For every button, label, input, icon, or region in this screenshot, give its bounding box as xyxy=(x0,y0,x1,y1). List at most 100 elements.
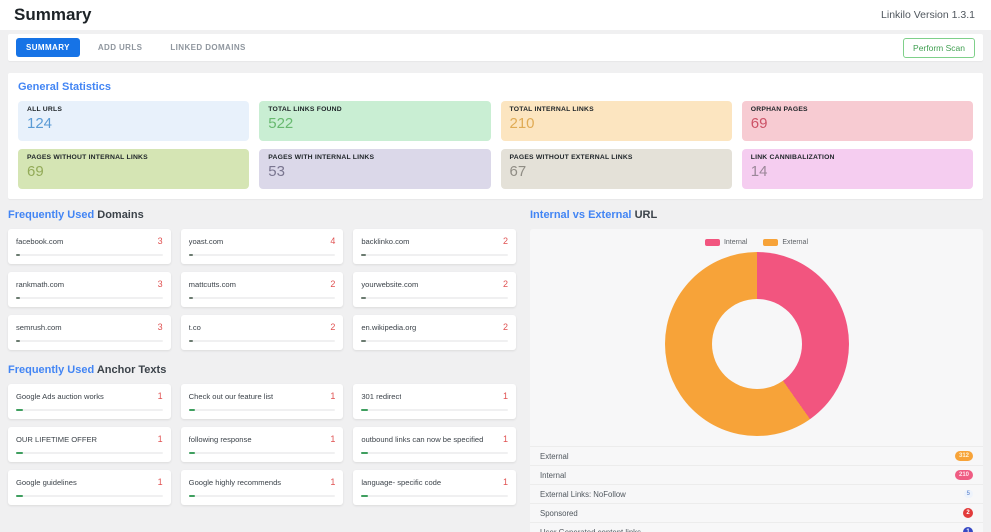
anchor-progress-bar xyxy=(16,409,163,411)
domain-label: semrush.com xyxy=(16,322,62,332)
version-label: Linkilo Version 1.3.1 xyxy=(881,9,975,21)
heading-accent: Frequently Used xyxy=(8,364,95,376)
domain-card[interactable]: backlinko.com 2 xyxy=(353,229,516,264)
anchor-progress-bar xyxy=(188,409,336,411)
stats-grid: ALL URLS 124 TOTAL LINKS FOUND 522 TOTAL… xyxy=(18,101,973,189)
stat-value: 124 xyxy=(27,115,53,132)
anchor-texts-grid: Google Ads auction works 1 Check out our … xyxy=(8,384,516,505)
count-badge: 2 xyxy=(963,508,973,518)
list-item[interactable]: User Generated content links 1 xyxy=(530,522,983,532)
domain-progress-bar xyxy=(361,340,508,342)
anchor-label: OUR LIFETIME OFFER xyxy=(16,434,98,444)
stat-value: 14 xyxy=(750,163,768,180)
anchor-count: 1 xyxy=(330,477,336,487)
domain-label: en.wikipedia.org xyxy=(361,322,417,332)
domain-progress-bar xyxy=(16,297,163,299)
stat-card-orphan-pages: ORPHAN PAGES 69 xyxy=(741,101,973,141)
domain-count: 2 xyxy=(330,279,336,289)
right-column: Internal vs External URL Internal Extern… xyxy=(530,209,983,532)
domain-progress-bar xyxy=(188,297,336,299)
anchor-label: Check out our feature list xyxy=(188,391,274,401)
stat-label: PAGES WITHOUT INTERNAL LINKS xyxy=(27,154,148,161)
stat-value: 69 xyxy=(27,163,44,180)
anchor-count: 1 xyxy=(330,391,336,401)
anchor-progress-bar xyxy=(188,452,336,454)
heading-accent: Internal vs External xyxy=(530,209,632,221)
top-header: Summary Linkilo Version 1.3.1 xyxy=(0,0,991,30)
domain-label: backlinko.com xyxy=(361,236,410,246)
heading-rest: URL xyxy=(634,209,658,221)
domain-count: 2 xyxy=(502,236,508,246)
row-label: Sponsored xyxy=(540,508,578,518)
domain-card[interactable]: mattcutts.com 2 xyxy=(180,272,344,307)
anchor-progress-bar xyxy=(188,495,336,497)
stat-value: 522 xyxy=(268,115,294,132)
domain-card[interactable]: yourwebsite.com 2 xyxy=(353,272,516,307)
domain-card[interactable]: yoast.com 4 xyxy=(180,229,344,264)
domain-count: 2 xyxy=(502,279,508,289)
domain-count: 2 xyxy=(330,322,336,332)
anchor-card[interactable]: Check out our feature list 1 xyxy=(180,384,344,419)
tab-linked-domains[interactable]: LINKED DOMAINS xyxy=(170,43,246,52)
count-badge: 210 xyxy=(954,470,973,480)
domain-label: t.co xyxy=(188,322,201,332)
anchor-card[interactable]: outbound links can now be specified 1 xyxy=(353,427,516,462)
anchor-progress-bar xyxy=(16,495,163,497)
list-item[interactable]: External 312 xyxy=(530,446,983,465)
anchor-card[interactable]: OUR LIFETIME OFFER 1 xyxy=(8,427,171,462)
stat-label: ALL URLS xyxy=(27,106,63,113)
anchor-label: language- specific code xyxy=(361,477,442,487)
anchor-card[interactable]: Google Ads auction works 1 xyxy=(8,384,171,419)
link-type-list: External 312 Internal 210 External Links… xyxy=(530,446,983,532)
anchor-count: 1 xyxy=(157,434,163,444)
general-statistics-heading: General Statistics xyxy=(18,81,111,93)
stat-label: LINK CANNIBALIZATION xyxy=(750,154,835,161)
heading-rest: Domains xyxy=(97,209,144,221)
anchor-card[interactable]: following response 1 xyxy=(180,427,344,462)
domain-count: 3 xyxy=(157,236,163,246)
list-item[interactable]: Internal 210 xyxy=(530,465,983,484)
list-item[interactable]: External Links: NoFollow 5 xyxy=(530,484,983,503)
count-badge: 1 xyxy=(963,527,973,532)
legend-label: External xyxy=(782,239,809,246)
row-label: User Generated content links xyxy=(540,527,641,532)
anchor-label: following response xyxy=(188,434,252,444)
domain-progress-bar xyxy=(188,340,336,342)
frequently-used-domains-heading: Frequently Used Domains xyxy=(8,209,516,221)
heading-accent: Frequently Used xyxy=(8,209,95,221)
domain-card[interactable]: t.co 2 xyxy=(180,315,344,350)
domain-label: rankmath.com xyxy=(16,279,65,289)
anchor-progress-bar xyxy=(16,452,163,454)
anchor-label: Google Ads auction works xyxy=(16,391,104,401)
domain-card[interactable]: facebook.com 3 xyxy=(8,229,171,264)
tab-add-urls[interactable]: ADD URLS xyxy=(97,43,143,52)
stat-label: PAGES WITH INTERNAL LINKS xyxy=(268,154,375,161)
heading-rest: Anchor Texts xyxy=(96,364,167,376)
anchor-card[interactable]: Google highly recommends 1 xyxy=(180,470,344,505)
legend-item-internal: Internal xyxy=(704,239,747,246)
domain-count: 2 xyxy=(502,322,508,332)
tab-summary[interactable]: SUMMARY xyxy=(16,38,80,57)
domain-card[interactable]: semrush.com 3 xyxy=(8,315,171,350)
row-label: External Links: NoFollow xyxy=(540,489,626,499)
internal-vs-external-chart-panel: Internal External External 312 Internal xyxy=(530,229,983,532)
stat-label: TOTAL LINKS FOUND xyxy=(268,106,342,113)
anchor-card[interactable]: 301 redirect 1 xyxy=(353,384,516,419)
anchor-card[interactable]: Google guidelines 1 xyxy=(8,470,171,505)
count-badge: 312 xyxy=(954,451,973,461)
stat-label: ORPHAN PAGES xyxy=(750,106,808,113)
perform-scan-button[interactable]: Perform Scan xyxy=(903,37,975,58)
stat-label: TOTAL INTERNAL LINKS xyxy=(509,106,594,113)
stat-card-total-internal-links: TOTAL INTERNAL LINKS 210 xyxy=(500,101,732,141)
external-swatch xyxy=(763,239,779,246)
anchor-card[interactable]: language- specific code 1 xyxy=(353,470,516,505)
domain-card[interactable]: en.wikipedia.org 2 xyxy=(353,315,516,350)
internal-swatch xyxy=(704,239,720,246)
domain-label: facebook.com xyxy=(16,236,64,246)
stat-card-pages-with-internal-links: PAGES WITH INTERNAL LINKS 53 xyxy=(259,149,491,189)
list-item[interactable]: Sponsored 2 xyxy=(530,503,983,522)
stat-value: 210 xyxy=(509,115,535,132)
domain-label: mattcutts.com xyxy=(188,279,236,289)
domain-card[interactable]: rankmath.com 3 xyxy=(8,272,171,307)
main-columns: Frequently Used Domains facebook.com 3 yo… xyxy=(8,209,983,532)
